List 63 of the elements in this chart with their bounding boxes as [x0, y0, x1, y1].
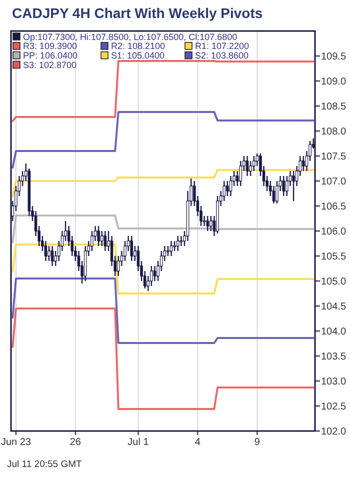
candlestick [84, 245, 87, 282]
y-tick-label: 106.5 [321, 202, 346, 212]
x-tick-label: 26 [70, 437, 82, 448]
candlestick [222, 180, 226, 202]
y-tick-label: 109.0 [321, 76, 346, 88]
candlestick [153, 265, 156, 282]
legend-label: R2: 108.2100 [111, 41, 166, 52]
candlestick [180, 235, 183, 247]
candlestick [100, 230, 104, 247]
candlestick [249, 160, 252, 177]
candlestick [276, 180, 278, 204]
candlestick [252, 155, 256, 172]
text: Jul 11 20:55 GMT [7, 459, 82, 470]
candlestick [104, 230, 107, 252]
y-tick-label: 103.0 [321, 376, 346, 388]
y-tick-label: 103.5 [321, 352, 346, 362]
y-tick-label: 104.5 [321, 302, 346, 312]
line-series [12, 278, 314, 344]
candlestick [116, 255, 120, 277]
y-tick-label: 105.5 [321, 252, 346, 262]
candlestick [239, 160, 242, 187]
legend-label: R3: 109.3900 [23, 41, 78, 52]
line-series [12, 111, 314, 168]
candlestick [150, 265, 153, 287]
candlestick [246, 155, 249, 177]
candlestick [50, 245, 54, 267]
candlestick [124, 240, 126, 262]
y-tick-label: 105.0 [321, 276, 346, 288]
chart-title: CADJPY 4H Chart With Weekly Pivots [12, 5, 263, 21]
candlestick [48, 245, 50, 262]
candlestick [28, 168, 31, 217]
x-tick-label: 4 [194, 437, 201, 448]
x-tick-label: Jun 23 [0, 437, 32, 448]
candlestick [229, 175, 232, 197]
candlestick [286, 175, 288, 197]
candlestick [216, 195, 219, 234]
line-series [12, 308, 314, 410]
legend-label: R1: 107.2200 [195, 41, 250, 52]
y-tick-label: 108.5 [321, 102, 346, 112]
candlestick [173, 240, 176, 252]
legend-label: S3: 102.8700 [23, 60, 77, 70]
y-tick-label: 109.5 [321, 52, 346, 62]
candlestick [210, 215, 212, 232]
y-tick-label: 104.0 [321, 326, 346, 338]
line-series [12, 60, 314, 122]
legend-label: Op:107.7300, Hi:107.8500, Lo:107.6500, Cl:107.6800 [23, 32, 238, 42]
y-tick-label: 108.0 [321, 126, 346, 138]
candlestick [272, 185, 276, 204]
candlestick [166, 245, 170, 257]
y-tick-label: 102.5 [321, 402, 346, 412]
legend-label: PP: 106.0400 [23, 50, 78, 61]
y-tick-label: 107.0 [321, 176, 346, 188]
candlestick [176, 235, 180, 252]
y-tick-label: 107.5 [321, 152, 346, 162]
y-tick-label: 102.0 [321, 426, 346, 438]
candlestick [170, 240, 173, 257]
legend-label: S1: 105.0400 [111, 50, 165, 61]
legend-label: S2: 103.8600 [195, 50, 249, 61]
x-tick-label: 9 [254, 437, 260, 448]
y-tick-label: 106.0 [321, 226, 346, 238]
candlestick [44, 240, 48, 262]
x-tick-label: Jul 1 [128, 437, 150, 448]
candlestick [90, 230, 94, 252]
